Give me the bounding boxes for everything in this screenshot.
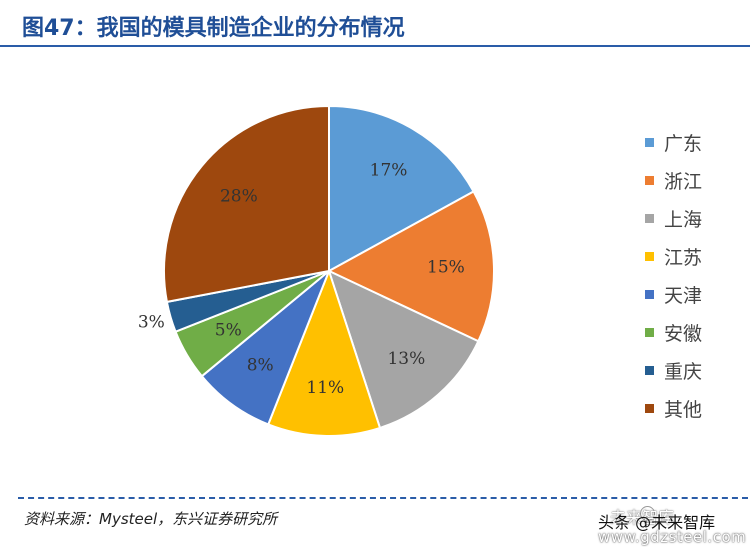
title-divider <box>0 45 750 47</box>
pie-slice-2 <box>326 190 495 343</box>
chart-legend: 广东浙江上海江苏天津安徽重庆其他 <box>645 123 702 427</box>
legend-swatch <box>645 327 654 337</box>
legend-swatch <box>645 289 654 299</box>
pie-data-label-2: 15% <box>427 257 465 277</box>
legend-item-6: 安徽 <box>645 313 702 351</box>
legend-label: 上海 <box>664 208 703 231</box>
legend-label: 广东 <box>664 132 703 155</box>
watermark-brand: 未来智库 <box>610 508 675 527</box>
legend-swatch <box>645 137 654 147</box>
legend-item-4: 江苏 <box>645 237 702 275</box>
pie-data-label-7: 3% <box>138 313 165 333</box>
pie-data-label-8: 28% <box>220 186 258 206</box>
legend-label: 重庆 <box>664 360 703 383</box>
legend-item-7: 重庆 <box>645 351 702 389</box>
pie-data-label-3: 13% <box>387 349 425 369</box>
legend-swatch <box>645 251 654 261</box>
legend-swatch <box>645 365 654 375</box>
legend-label: 浙江 <box>664 170 703 193</box>
watermark-logo-icon <box>640 506 655 521</box>
legend-item-5: 天津 <box>645 275 702 313</box>
legend-label: 其他 <box>664 398 703 421</box>
pie-data-label-6: 5% <box>215 321 242 341</box>
legend-label: 江苏 <box>664 246 703 269</box>
pie-slice-3 <box>327 269 480 430</box>
watermark-toutiao: 头条 @未来智库 <box>598 513 716 532</box>
pie-data-label-4: 11% <box>306 378 344 398</box>
source-note: 资料来源：Mysteel，东兴证券研究所 <box>24 510 278 528</box>
chart-title: 图47：我国的模具制造企业的分布情况 <box>22 16 405 41</box>
legend-item-1: 广东 <box>645 123 702 161</box>
legend-label: 安徽 <box>664 322 703 345</box>
legend-item-2: 浙江 <box>645 161 702 199</box>
legend-item-8: 其他 <box>645 389 702 427</box>
watermark-url: www.gdzsteel.com <box>598 528 747 546</box>
pie-data-label-1: 17% <box>370 160 408 180</box>
legend-item-3: 上海 <box>645 199 702 237</box>
footer-divider <box>18 497 748 499</box>
pie-slice-1 <box>328 104 475 273</box>
pie-data-label-5: 8% <box>247 356 274 376</box>
legend-swatch <box>645 213 654 223</box>
legend-label: 天津 <box>664 284 703 307</box>
legend-swatch <box>645 403 654 413</box>
legend-swatch <box>645 175 654 185</box>
pie-slice-4 <box>266 268 382 437</box>
pie-slice-8 <box>163 104 330 304</box>
